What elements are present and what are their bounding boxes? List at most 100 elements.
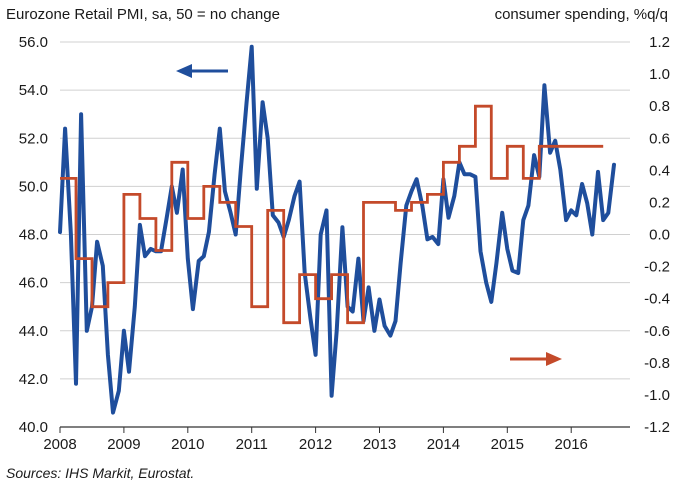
pmi-data-point — [96, 240, 98, 243]
pmi-data-point — [192, 308, 194, 310]
pmi-data-point — [70, 233, 72, 236]
pmi-data-point — [330, 394, 333, 397]
pmi-data-point — [271, 214, 274, 217]
pmi-data-point — [266, 137, 269, 140]
x-tick-label: 2012 — [299, 436, 332, 453]
pmi-data-point — [107, 354, 109, 356]
pmi-data-point — [224, 190, 226, 192]
y-right-tick-label: -1.2 — [644, 419, 670, 436]
pmi-data-point — [554, 139, 557, 142]
y-left-tick-label: 46.0 — [19, 275, 48, 292]
pmi-data-point — [490, 301, 493, 303]
pmi-data-point — [64, 127, 66, 130]
pmi-data-point — [527, 204, 530, 207]
y-right-tick-label: -0.6 — [644, 323, 670, 340]
y-right-tick-label: 0.8 — [649, 98, 670, 115]
pmi-data-point — [309, 317, 312, 320]
pmi-data-point — [378, 298, 381, 301]
pmi-data-point — [229, 212, 232, 214]
x-tick-label: 2015 — [491, 436, 524, 453]
pmi-data-point — [565, 219, 567, 221]
pmi-data-point — [410, 190, 413, 192]
pmi-data-point — [495, 262, 498, 265]
pmi-data-point — [394, 320, 397, 322]
left-axis-arrow-head — [176, 64, 192, 78]
pmi-data-point — [59, 231, 61, 233]
y-right-tick-label: -0.2 — [644, 259, 670, 276]
pmi-data-point — [123, 329, 125, 332]
x-tick-label: 2014 — [427, 436, 460, 453]
pmi-data-point — [383, 325, 386, 327]
pmi-data-point — [213, 173, 216, 176]
y-right-tick-label: -0.4 — [644, 291, 670, 308]
pmi-data-point — [117, 390, 120, 392]
pmi-data-point — [602, 219, 604, 221]
pmi-data-point — [80, 113, 82, 115]
pmi-data-point — [581, 183, 583, 185]
y-left-tick-label: 48.0 — [19, 227, 48, 244]
pmi-data-point — [533, 154, 535, 156]
pmi-data-point — [501, 212, 503, 214]
pmi-data-point — [367, 286, 370, 289]
pmi-data-point — [506, 248, 509, 250]
pmi-data-point — [133, 305, 136, 308]
pmi-data-point — [165, 216, 168, 219]
pmi-data-point — [607, 212, 610, 214]
pmi-data-point — [405, 204, 408, 207]
pmi-data-point — [293, 195, 296, 197]
pmi-data-point — [341, 226, 344, 229]
pmi-data-point — [485, 281, 488, 284]
pmi-data-point — [234, 233, 237, 236]
y-left-tick-label: 54.0 — [19, 82, 48, 99]
pmi-data-point — [75, 382, 77, 385]
axes: 40.0 42.0 44.0 46.0 48.0 50.0 52.0 54.0 56.0 -1.2… — [19, 34, 670, 453]
pmi-data-point — [325, 209, 328, 212]
pmi-data-point — [479, 250, 482, 253]
pmi-data-point — [128, 370, 130, 373]
right-axis-title: consumer spending, %q/q — [495, 6, 668, 23]
y-right-tick-label: 0.6 — [649, 130, 670, 147]
pmi-data-point — [149, 248, 152, 250]
pmi-data-point — [373, 329, 376, 332]
pmi-data-point — [474, 175, 477, 178]
pmi-data-point — [453, 195, 456, 197]
pmi-data-point — [415, 178, 418, 180]
spending-series-step-line — [60, 104, 604, 325]
y-left-tick-label: 50.0 — [19, 178, 48, 195]
pmi-data-point — [256, 187, 258, 190]
pmi-data-point — [277, 221, 280, 224]
pmi-data-point — [261, 101, 264, 103]
pmi-data-point — [463, 173, 466, 176]
pmi-data-point — [218, 127, 221, 130]
y-right-tick-label: -0.8 — [644, 355, 670, 372]
pmi-data-point — [399, 262, 402, 265]
pmi-data-point — [144, 255, 146, 257]
pmi-data-point — [511, 269, 514, 272]
pmi-data-point — [181, 168, 184, 171]
y-right-tick-label: 0.0 — [649, 227, 670, 244]
pmi-data-point — [437, 243, 440, 245]
pmi-data-point — [287, 219, 290, 221]
pmi-data-point — [139, 224, 141, 226]
y-left-tick-label: 52.0 — [19, 130, 48, 147]
left-axis-title: Eurozone Retail PMI, sa, 50 = no change — [6, 6, 280, 23]
pmi-data-point — [319, 233, 322, 236]
y-left-tick-label: 56.0 — [19, 34, 48, 51]
y-right-tick-label: 0.4 — [649, 162, 670, 179]
y-left-tick-label: 44.0 — [19, 323, 48, 340]
pmi-data-point — [597, 171, 599, 173]
pmi-data-point — [613, 163, 615, 166]
x-tick-label: 2011 — [236, 436, 268, 453]
x-tick-label: 2009 — [107, 436, 140, 453]
pmi-data-point — [240, 168, 242, 171]
pmi-data-point — [517, 272, 519, 274]
pmi-data-point — [197, 260, 200, 262]
pmi-data-point — [421, 204, 424, 207]
x-tick-label: 2008 — [43, 436, 76, 453]
y-left-tick-label: 40.0 — [19, 419, 48, 436]
pmi-data-point — [570, 209, 573, 212]
pmi-data-point — [86, 329, 88, 332]
right-axis-arrow-head — [546, 352, 562, 366]
pmi-data-point — [549, 151, 551, 154]
